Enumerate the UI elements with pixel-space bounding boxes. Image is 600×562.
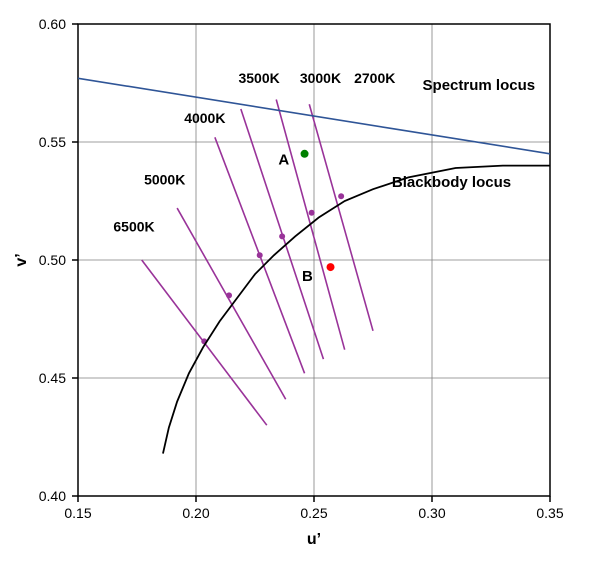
- y-tick-label: 0.50: [39, 252, 66, 268]
- iso-temp-label: 6500K: [113, 219, 154, 235]
- point-label-b: B: [302, 268, 313, 285]
- x-tick-label: 0.20: [182, 505, 209, 521]
- point-b: [327, 263, 335, 271]
- x-tick-label: 0.35: [536, 505, 563, 521]
- iso-temp-marker: [279, 233, 285, 239]
- iso-temp-label: 2700K: [354, 70, 395, 86]
- point-label-a: A: [278, 151, 289, 168]
- iso-temp-marker: [309, 210, 315, 216]
- iso-temp-label: 5000K: [144, 171, 185, 187]
- iso-temp-marker: [257, 252, 263, 258]
- x-tick-label: 0.30: [418, 505, 445, 521]
- y-tick-label: 0.60: [39, 16, 66, 32]
- x-tick-label: 0.25: [300, 505, 327, 521]
- iso-temp-label: 3500K: [238, 70, 279, 86]
- iso-temp-marker: [226, 292, 232, 298]
- iso-temp-label: 4000K: [184, 110, 225, 126]
- iso-temp-label: 3000K: [300, 70, 341, 86]
- y-tick-label: 0.45: [39, 370, 66, 386]
- x-tick-label: 0.15: [64, 505, 91, 521]
- spectrum-locus-label: Spectrum locus: [423, 77, 536, 94]
- point-a: [301, 150, 309, 158]
- y-tick-label: 0.55: [39, 134, 66, 150]
- blackbody-locus-label: Blackbody locus: [392, 174, 511, 191]
- y-tick-label: 0.40: [39, 488, 66, 504]
- iso-temp-marker: [338, 193, 344, 199]
- x-axis-title: u’: [307, 531, 321, 548]
- y-axis-title: v’: [13, 253, 30, 266]
